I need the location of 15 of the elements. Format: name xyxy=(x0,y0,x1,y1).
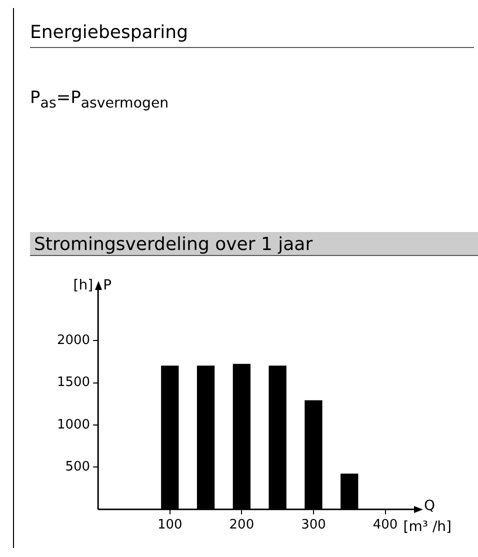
text: P$_{as}$=P$_{asvermogen}$ xyxy=(30,88,169,112)
x-tick-label: 200 xyxy=(229,518,254,533)
y-tick-label: 1000 xyxy=(56,417,90,432)
x-axis-title: [m³ /h] xyxy=(403,519,452,536)
x-tick-label: 300 xyxy=(301,518,326,533)
annotation: P xyxy=(103,278,112,294)
y-tick-label: 1500 xyxy=(56,375,90,390)
chart-title: Energiebesparing xyxy=(30,22,474,48)
x-tick-label: 100 xyxy=(157,518,182,533)
x-tick-label: 400 xyxy=(372,518,398,533)
y-tick-label: 2000 xyxy=(56,333,90,348)
text: Q xyxy=(424,498,436,514)
y-tick-label: 500 xyxy=(65,460,90,475)
chart-subtitle: Stromingsverdeling over 1 jaar xyxy=(30,232,478,256)
y-axis-title: [h] xyxy=(73,278,94,294)
